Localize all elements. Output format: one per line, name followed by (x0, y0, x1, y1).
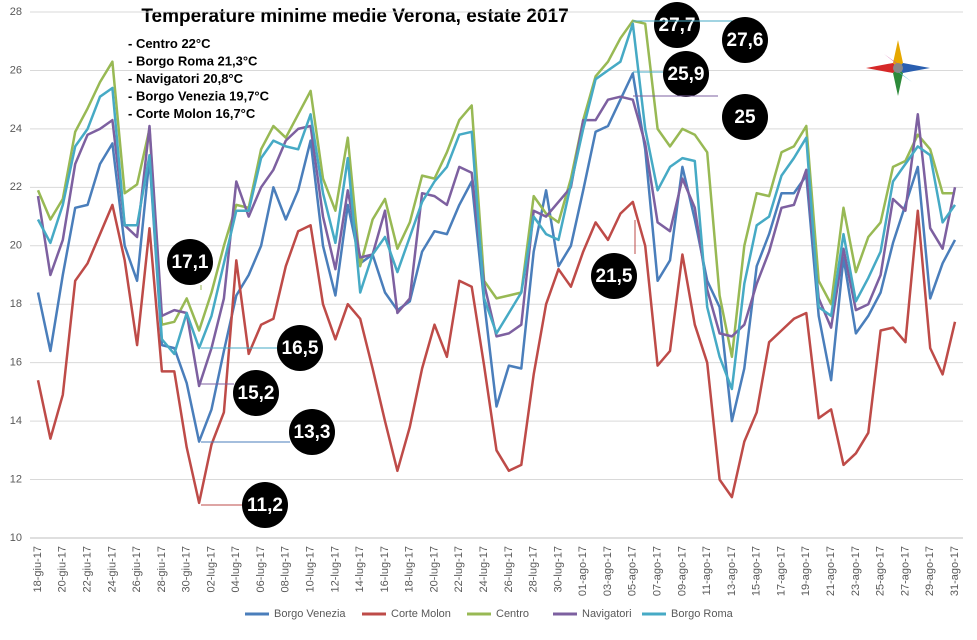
x-tick-label: 14-lug-17 (354, 546, 366, 592)
y-tick-label: 18 (10, 298, 22, 310)
x-tick-label: 31-ago-17 (949, 546, 961, 596)
x-tick-label: 15-ago-17 (751, 546, 763, 596)
y-tick-label: 14 (10, 415, 22, 427)
note-line: - Borgo Roma 21,3°C (128, 54, 258, 69)
callout-label: 11,2 (247, 495, 283, 516)
x-tick-label: 06-lug-17 (255, 546, 267, 592)
y-tick-label: 16 (10, 357, 22, 369)
x-tick-label: 22-giu-17 (81, 546, 93, 592)
callout-circle (591, 253, 637, 299)
callout-circle (722, 17, 768, 63)
x-tick-label: 30-lug-17 (552, 546, 564, 592)
callout-label: 27,7 (659, 15, 696, 36)
x-tick-label: 30-giu-17 (181, 546, 193, 592)
x-tick-label: 29-ago-17 (924, 546, 936, 596)
x-tick-label: 24-giu-17 (106, 546, 118, 592)
note-line: - Borgo Venezia 19,7°C (128, 89, 270, 104)
x-tick-label: 07-ago-17 (652, 546, 664, 596)
compass-icon (866, 40, 930, 96)
x-tick-label: 22-lug-17 (453, 546, 465, 592)
x-tick-label: 17-ago-17 (775, 546, 787, 596)
legend-label: Borgo Venezia (274, 608, 346, 620)
x-tick-label: 11-ago-17 (701, 546, 713, 595)
x-tick-label: 18-lug-17 (404, 546, 416, 592)
legend-label: Centro (496, 608, 529, 620)
chart-title: Temperature minime medie Verona, estate … (141, 6, 568, 27)
note-line: - Corte Molon 16,7°C (128, 106, 256, 121)
x-tick-label: 12-lug-17 (329, 546, 341, 592)
callout-circle (722, 94, 768, 140)
y-tick-label: 22 (10, 181, 22, 193)
note-line: - Centro 22°C (128, 36, 211, 51)
x-tick-label: 18-giu-17 (32, 546, 44, 592)
callout-circle (233, 370, 279, 416)
x-tick-label: 13-ago-17 (726, 546, 738, 596)
x-tick-label: 23-ago-17 (850, 546, 862, 596)
y-tick-label: 26 (10, 64, 22, 76)
callout-label: 27,6 (727, 30, 764, 51)
x-tick-label: 26-giu-17 (131, 546, 143, 592)
callout-label: 16,5 (282, 338, 319, 359)
x-tick-label: 10-lug-17 (305, 546, 317, 592)
x-tick-label: 26-lug-17 (503, 546, 515, 592)
x-tick-label: 01-ago-17 (577, 546, 589, 596)
x-tick-label: 05-ago-17 (627, 546, 639, 596)
callout-label: 21,5 (596, 266, 633, 287)
series-line (36, 200, 957, 505)
note-line: - Navigatori 20,8°C (128, 71, 244, 86)
callout-circle (277, 325, 323, 371)
x-tick-label: 02-lug-17 (205, 546, 217, 592)
x-tick-label: 09-ago-17 (676, 546, 688, 596)
legend-label: Navigatori (582, 608, 632, 620)
y-tick-label: 10 (10, 532, 22, 544)
x-tick-label: 24-lug-17 (478, 546, 490, 592)
y-tick-label: 12 (10, 473, 22, 485)
x-tick-label: 19-ago-17 (800, 546, 812, 596)
x-tick-label: 27-ago-17 (899, 546, 911, 596)
legend-label: Borgo Roma (671, 608, 734, 620)
x-tick-label: 03-ago-17 (602, 546, 614, 596)
callout-label: 17,1 (172, 252, 209, 273)
x-tick-label: 20-lug-17 (428, 546, 440, 592)
callout-label: 25 (734, 107, 756, 128)
callout-circle (663, 51, 709, 97)
x-tick-label: 25-ago-17 (875, 546, 887, 596)
callout-circle (289, 409, 335, 455)
x-tick-label: 28-lug-17 (528, 546, 540, 592)
y-tick-label: 24 (10, 123, 22, 135)
x-tick-label: 04-lug-17 (230, 546, 242, 592)
legend-label: Corte Molon (391, 608, 451, 620)
x-tick-label: 16-lug-17 (379, 546, 391, 592)
series-line (36, 19, 955, 359)
callout-label: 15,2 (238, 383, 275, 404)
callout-circle (654, 2, 700, 48)
callout-circle (242, 482, 288, 528)
series-line (36, 22, 957, 391)
x-tick-label: 20-giu-17 (57, 546, 69, 592)
x-tick-label: 21-ago-17 (825, 546, 837, 596)
x-tick-label: 28-giu-17 (156, 546, 168, 592)
x-tick-label: 08-lug-17 (280, 546, 292, 592)
y-tick-label: 28 (10, 6, 22, 18)
y-tick-label: 20 (10, 240, 22, 252)
callout-circle (167, 239, 213, 285)
series-line (36, 95, 957, 388)
callout-label: 13,3 (294, 422, 331, 443)
callout-label: 25,9 (668, 64, 705, 85)
